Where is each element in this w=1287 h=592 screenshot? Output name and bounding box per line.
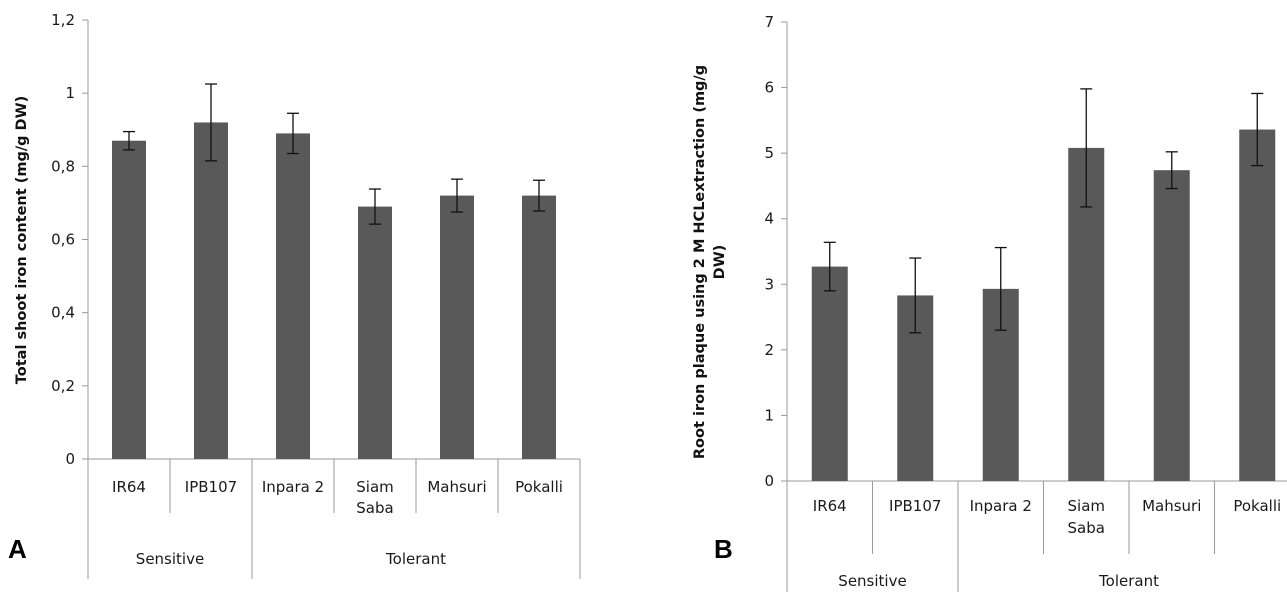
y-tick-label: 0 [764,472,774,490]
y-tick-label: 0,4 [51,304,75,322]
x-category-label: Mahsuri [1142,497,1201,515]
x-category-label: Inpara 2 [262,478,324,496]
bar-pokalli [522,195,556,459]
chart-panel-a: 0 0,2 0,4 0,6 0,8 1 1,2 IR64 IPB107 Inpara 2 Siam S… [8,11,581,579]
bar-ipb107 [194,122,228,459]
bar-siam-saba [358,206,392,459]
x-category-label: Saba [1068,519,1105,537]
group-label-tolerant: Tolerant [385,550,446,568]
x-category-label: IR64 [813,497,847,515]
y-axis-title: Total shoot iron content (mg/g DW) [14,96,30,384]
y-tick-label: 1,2 [51,11,75,29]
y-tick-label: 0,8 [51,157,75,175]
bar-mahsuri [440,195,474,459]
bar-pokalli [1239,129,1276,481]
x-category-label: Siam [1068,497,1106,515]
bar-ir64 [112,140,146,459]
y-tick-label: 0,2 [51,377,75,395]
x-category-label: Saba [356,499,393,517]
bar-mahsuri [1153,170,1190,482]
panel-label: B [714,534,733,564]
y-tick-label: 6 [764,79,774,97]
bar-ir64 [811,266,848,481]
bar-inpara-2 [276,133,310,460]
x-category-label: IPB107 [889,497,941,515]
y-tick-label: 3 [764,275,774,293]
panel-label: A [8,534,27,564]
y-tick-label: 7 [764,13,774,31]
x-category-label: Mahsuri [427,478,486,496]
x-category-label: Siam [356,478,394,496]
y-tick-label: 1 [65,84,75,102]
y-tick-label: 0,6 [51,231,75,249]
x-category-label: Pokalli [515,478,563,496]
group-label-sensitive: Sensitive [838,572,906,590]
group-label-tolerant: Tolerant [1098,572,1159,590]
y-axis-title: Root iron plaque using 2 M HCLextraction… [692,65,708,459]
y-tick-label: 0 [65,450,75,468]
y-tick-label: 1 [764,406,774,424]
x-category-label: IPB107 [185,478,237,496]
x-category-label: IR64 [112,478,146,496]
x-category-label: Inpara 2 [970,497,1032,515]
y-tick-label: 2 [764,341,774,359]
y-axis-title: DW) [712,245,728,280]
chart-panel-b: 0 1 2 3 4 5 6 7 IR64 IPB107 Inpara 2 Siam Saba Mahsur… [692,13,1287,592]
group-label-sensitive: Sensitive [136,550,204,568]
x-category-label: Pokalli [1233,497,1281,515]
y-tick-label: 4 [764,210,774,228]
y-tick-label: 5 [764,144,774,162]
